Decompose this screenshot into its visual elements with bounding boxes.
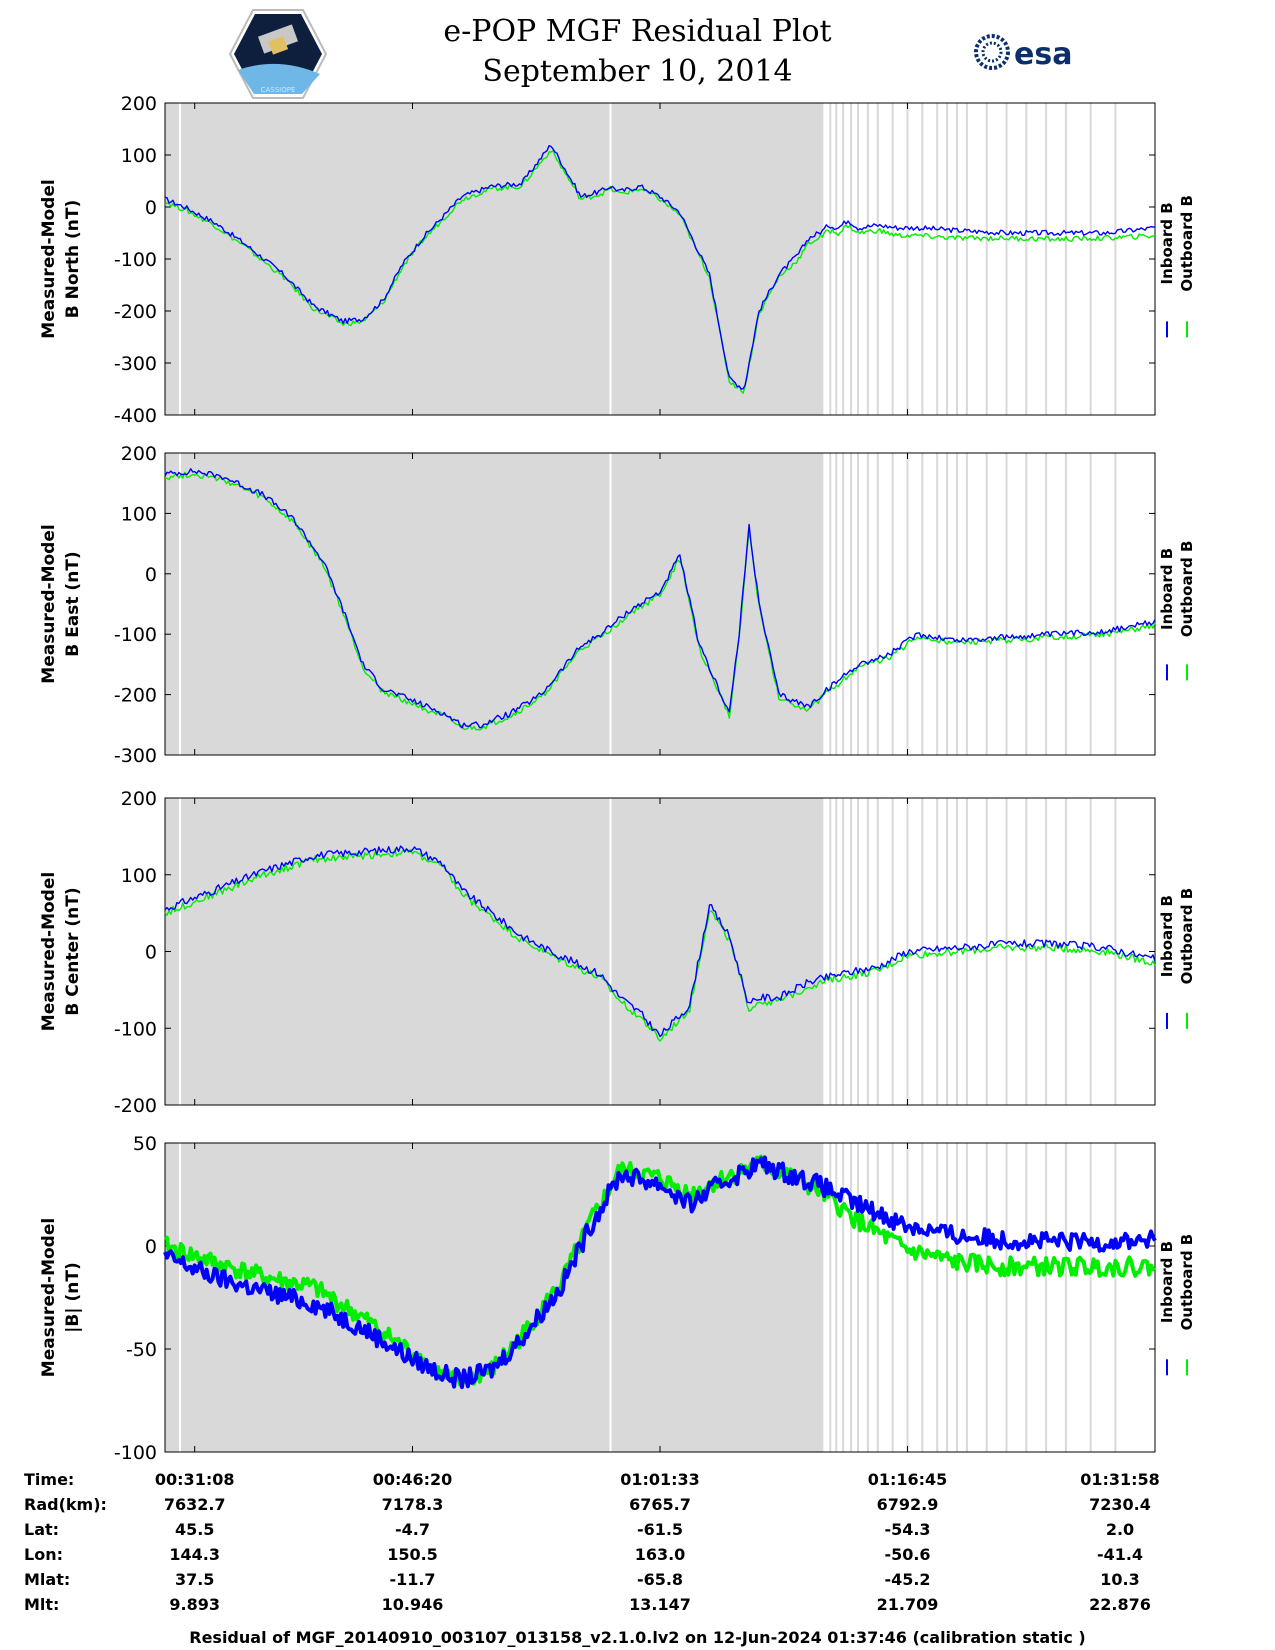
y-tick-label: -100 [114,1018,157,1040]
legend-entry: Outboard B [1178,1234,1196,1331]
footer-caption: Residual of MGF_20140910_003107_013158_v… [189,1628,1086,1647]
position-value: -4.7 [395,1520,430,1539]
legend-entry: Inboard B [1158,548,1176,630]
position-value: 13.147 [629,1595,691,1614]
y-tick-label: -50 [126,1339,157,1361]
y-tick-label: 200 [121,93,157,115]
svg-text:CASSIOPE: CASSIOPE [261,86,296,94]
y-tick-label: 200 [121,443,157,465]
y-axis-label: |B| (nT) [63,1262,83,1333]
y-axis-label: Measured-Model [39,872,59,1031]
outboard-series-line [163,1154,1157,1387]
position-value: -41.4 [1096,1545,1144,1564]
position-value: 10.946 [381,1595,444,1614]
y-tick-label: -100 [114,1442,157,1464]
position-row-label: Mlat: [24,1570,71,1589]
shaded-region [165,103,824,415]
legend-entry: Outboard B [1178,195,1196,292]
position-value: -50.6 [884,1545,931,1564]
y-tick-label: -200 [114,301,157,323]
position-value: 6792.9 [876,1495,939,1514]
y-tick-label: 100 [121,145,157,167]
position-value: 144.3 [169,1545,220,1564]
position-value: 2.0 [1105,1520,1135,1539]
position-value: 01:16:45 [867,1470,948,1489]
y-tick-label: -400 [114,405,157,427]
position-value: -11.7 [389,1570,436,1589]
cassiope-logo: CASSIOPE [228,9,328,99]
position-value: -45.2 [884,1570,931,1589]
position-value: 45.5 [174,1520,215,1539]
y-tick-label: -300 [114,353,157,375]
position-value: 7230.4 [1089,1495,1151,1514]
legend-entry: Inboard B [1158,895,1176,977]
outboard-series-line [164,471,1156,731]
legend-entry: Outboard B [1178,541,1196,638]
position-value: 22.876 [1089,1595,1151,1614]
position-row-label: Lat: [24,1520,60,1539]
y-tick-label: -100 [114,624,157,646]
position-value: 7632.7 [163,1495,226,1514]
y-axis-label: B North (nT) [63,200,83,319]
y-tick-label: 50 [133,1133,157,1155]
esa-logo: esa [974,34,1072,72]
inboard-series-line [164,145,1156,390]
y-tick-label: 0 [145,942,157,964]
position-value: 00:46:20 [372,1470,453,1489]
y-tick-label: 200 [121,788,157,810]
y-axis-label: Measured-Model [39,1218,59,1377]
position-value: 00:31:08 [154,1470,235,1489]
y-axis-label: B Center (nT) [63,887,83,1015]
y-tick-label: 0 [145,197,157,219]
position-value: -54.3 [884,1520,931,1539]
position-row-label: Time: [24,1470,75,1489]
y-tick-label: -100 [114,249,157,271]
chart-subtitle: September 10, 2014 [482,54,793,89]
y-tick-label: -200 [114,685,157,707]
y-axis-label: Measured-Model [39,524,59,683]
position-value: 7178.3 [381,1495,444,1514]
legend-entry: Inboard B [1158,202,1176,284]
inboard-series-line [164,845,1156,1038]
position-row-label: Rad(km): [24,1495,107,1514]
position-value: 163.0 [634,1545,686,1564]
position-value: -65.8 [636,1570,684,1589]
position-value: 01:31:58 [1080,1470,1160,1489]
y-tick-label: -200 [114,1095,157,1117]
position-value: 10.3 [1100,1570,1140,1589]
position-value: 21.709 [876,1595,939,1614]
shaded-region [165,453,824,755]
y-tick-label: 100 [121,865,157,887]
y-tick-label: -300 [114,745,157,767]
position-value: 37.5 [174,1570,215,1589]
position-value: 6765.7 [629,1495,691,1514]
inboard-series-line [163,1155,1157,1390]
position-value: 150.5 [387,1545,438,1564]
shaded-region [165,798,824,1105]
chart-title: e-POP MGF Residual Plot [443,14,832,49]
position-row-label: Mlt: [24,1595,60,1614]
y-axis-label: Measured-Model [39,179,59,338]
y-axis-label: B East (nT) [63,551,83,656]
shaded-region [165,1143,824,1452]
position-value: 01:01:33 [620,1470,700,1489]
legend-entry: Outboard B [1178,888,1196,985]
y-tick-label: 0 [145,1236,157,1258]
inboard-series-line [164,468,1156,729]
legend-entry: Inboard B [1158,1241,1176,1323]
y-tick-label: 0 [145,564,157,586]
position-value: 9.893 [169,1595,220,1614]
position-value: -61.5 [636,1520,684,1539]
y-tick-label: 100 [121,503,157,525]
outboard-series-line [164,848,1156,1042]
position-row-label: Lon: [24,1545,63,1564]
svg-text:esa: esa [1014,37,1072,72]
